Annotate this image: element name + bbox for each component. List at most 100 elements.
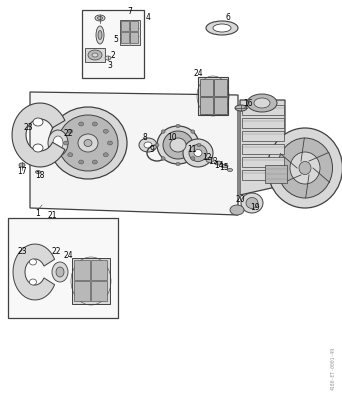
Bar xyxy=(242,131,284,141)
Ellipse shape xyxy=(33,118,43,126)
Ellipse shape xyxy=(107,141,113,145)
Ellipse shape xyxy=(68,153,73,157)
Text: 23: 23 xyxy=(17,248,27,256)
Ellipse shape xyxy=(88,50,102,60)
Bar xyxy=(91,260,107,280)
Ellipse shape xyxy=(206,158,214,162)
Bar xyxy=(91,281,107,301)
Text: 22: 22 xyxy=(63,128,73,138)
Text: 13: 13 xyxy=(208,156,218,166)
Ellipse shape xyxy=(19,163,25,167)
Ellipse shape xyxy=(64,141,68,145)
Ellipse shape xyxy=(33,144,43,152)
Text: 4180-ET-0001-49: 4180-ET-0001-49 xyxy=(331,347,336,390)
Ellipse shape xyxy=(48,130,68,156)
Ellipse shape xyxy=(49,107,127,179)
Text: 18: 18 xyxy=(35,170,45,180)
Ellipse shape xyxy=(96,26,104,44)
Ellipse shape xyxy=(105,56,111,60)
Ellipse shape xyxy=(246,198,258,208)
Text: 2: 2 xyxy=(110,50,115,60)
Ellipse shape xyxy=(299,162,311,174)
Ellipse shape xyxy=(267,128,342,208)
Ellipse shape xyxy=(155,143,159,147)
Ellipse shape xyxy=(92,122,97,126)
Ellipse shape xyxy=(222,164,228,168)
Ellipse shape xyxy=(290,152,320,184)
Ellipse shape xyxy=(144,142,152,148)
Bar xyxy=(120,20,140,45)
Text: 20: 20 xyxy=(235,196,245,204)
Ellipse shape xyxy=(29,259,37,265)
Bar xyxy=(74,281,90,301)
Ellipse shape xyxy=(194,150,202,156)
Ellipse shape xyxy=(92,53,98,57)
Ellipse shape xyxy=(36,170,40,174)
Ellipse shape xyxy=(95,15,105,21)
Ellipse shape xyxy=(103,153,108,157)
Text: 24: 24 xyxy=(63,250,73,260)
Text: 10: 10 xyxy=(167,134,177,142)
Bar xyxy=(214,97,227,114)
Ellipse shape xyxy=(163,131,193,159)
Ellipse shape xyxy=(213,24,231,32)
Ellipse shape xyxy=(176,124,180,128)
Ellipse shape xyxy=(98,30,102,40)
Ellipse shape xyxy=(29,279,37,285)
Ellipse shape xyxy=(170,138,186,152)
Ellipse shape xyxy=(247,94,277,112)
Bar xyxy=(265,165,287,183)
Bar xyxy=(130,21,138,31)
Ellipse shape xyxy=(235,105,247,111)
Bar xyxy=(74,260,90,280)
Ellipse shape xyxy=(230,205,244,215)
Ellipse shape xyxy=(53,136,63,150)
Ellipse shape xyxy=(227,168,233,172)
Ellipse shape xyxy=(176,162,180,166)
Ellipse shape xyxy=(79,122,84,126)
Text: 12: 12 xyxy=(202,152,212,162)
Bar xyxy=(130,32,138,43)
Text: 8: 8 xyxy=(143,134,147,142)
Bar xyxy=(242,170,284,180)
Bar xyxy=(214,79,227,96)
Ellipse shape xyxy=(241,193,263,213)
Ellipse shape xyxy=(254,98,270,108)
Ellipse shape xyxy=(79,160,84,164)
Bar xyxy=(242,105,284,115)
Text: 1: 1 xyxy=(36,208,40,218)
Bar xyxy=(85,48,105,62)
Bar xyxy=(121,32,129,43)
Bar xyxy=(242,118,284,128)
Text: 17: 17 xyxy=(17,168,27,176)
Ellipse shape xyxy=(277,138,332,198)
Ellipse shape xyxy=(157,126,199,164)
Bar xyxy=(121,21,129,31)
Text: 4: 4 xyxy=(146,14,150,22)
Ellipse shape xyxy=(68,129,73,133)
Polygon shape xyxy=(12,103,65,167)
Ellipse shape xyxy=(206,21,238,35)
Ellipse shape xyxy=(56,267,64,277)
Text: 21: 21 xyxy=(47,210,57,220)
Text: 16: 16 xyxy=(243,100,253,108)
Ellipse shape xyxy=(92,160,97,164)
Text: 22: 22 xyxy=(51,248,61,256)
Bar xyxy=(242,157,284,167)
Text: 7: 7 xyxy=(128,6,132,16)
Ellipse shape xyxy=(103,129,108,133)
Text: 15: 15 xyxy=(219,164,229,172)
Ellipse shape xyxy=(52,262,68,282)
Polygon shape xyxy=(30,92,238,215)
Text: 5: 5 xyxy=(114,36,118,44)
Ellipse shape xyxy=(139,138,157,152)
Text: 14: 14 xyxy=(214,160,224,170)
Ellipse shape xyxy=(161,157,165,160)
Bar xyxy=(242,144,284,154)
Ellipse shape xyxy=(214,161,222,165)
Ellipse shape xyxy=(97,16,103,20)
Text: 6: 6 xyxy=(226,14,231,22)
Text: 23: 23 xyxy=(23,124,33,132)
Ellipse shape xyxy=(197,143,201,147)
Ellipse shape xyxy=(183,139,213,167)
